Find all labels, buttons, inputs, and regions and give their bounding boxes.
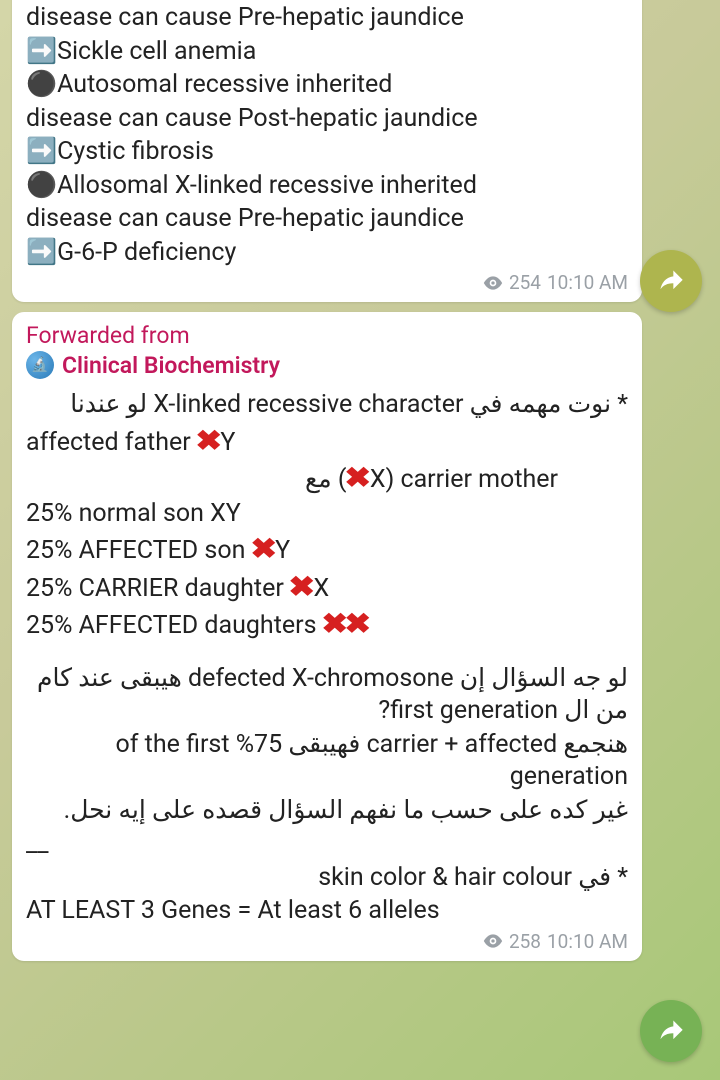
msg1-line-2: ➡️Sickle cell anemia	[26, 36, 628, 69]
message-bubble-2[interactable]: Forwarded from 🔬 Clinical Biochemistry *…	[12, 312, 642, 961]
msg1-time: 10:10 AM	[547, 271, 628, 294]
msg2-question-3: غير كده على حسب ما نفهم السؤال قصده على …	[26, 795, 628, 828]
msg1-views: 254	[509, 271, 541, 294]
message-bubble-1[interactable]: ⚫Autosomal recessive inherited disease c…	[12, 0, 642, 302]
msg2-normal-son: 25% normal son XY	[26, 498, 628, 531]
share-button[interactable]	[640, 250, 702, 312]
msg2-affected-daughters: 25% AFFECTED daughters ✖✖	[26, 606, 628, 643]
msg2-views: 258	[509, 930, 541, 953]
share-arrow-icon	[657, 1017, 685, 1045]
chat-container: ⚫Autosomal recessive inherited disease c…	[0, 0, 720, 961]
msg1-line-3a: ⚫Autosomal recessive inherited	[26, 69, 628, 102]
msg1-line-5a: ⚫Allosomal X-linked recessive inherited	[26, 170, 628, 203]
msg2-question-2: هنجمع carrier + affected فهيبقى 75% of t…	[26, 729, 628, 794]
msg2-affected-son: 25% AFFECTED son ✖Y	[26, 531, 628, 568]
msg2-time: 10:10 AM	[547, 930, 628, 953]
message-2-footer: 258 10:10 AM	[26, 930, 628, 953]
forwarded-source[interactable]: 🔬 Clinical Biochemistry	[26, 351, 628, 379]
msg2-note-heading: * نوت مهمه في X-linked recessive charact…	[26, 389, 628, 422]
x-mark-icon: ✖	[344, 606, 371, 642]
msg2-skin-hair: * في skin color & hair colour	[26, 862, 628, 895]
x-mark-icon: ✖	[288, 569, 315, 605]
message-2-text: * نوت مهمه في X-linked recessive charact…	[26, 389, 628, 928]
forwarded-label: Forwarded from	[26, 322, 628, 349]
msg2-carrier-mother: مع (✖X) carrier mother	[26, 460, 628, 497]
views-icon	[483, 934, 503, 948]
message-1-footer: 254 10:10 AM	[26, 271, 628, 294]
share-arrow-icon	[657, 267, 685, 295]
msg1-line-3b: disease can cause Post-hepatic jaundice	[26, 103, 628, 136]
message-1-text: ⚫Autosomal recessive inherited disease c…	[26, 0, 628, 269]
x-mark-icon: ✖	[195, 423, 222, 459]
source-name: Clinical Biochemistry	[62, 352, 280, 379]
msg1-line-1b: disease can cause Pre-hepatic jaundice	[26, 2, 628, 35]
msg2-affected-father: affected father ✖Y	[26, 423, 628, 460]
msg2-separator: __	[26, 828, 628, 861]
share-button[interactable]	[640, 1000, 702, 1062]
x-mark-icon: ✖	[345, 460, 372, 496]
msg1-line-5b: disease can cause Pre-hepatic jaundice	[26, 203, 628, 236]
msg1-line-4: ➡️Cystic fibrosis	[26, 136, 628, 169]
x-mark-icon: ✖	[250, 531, 277, 567]
source-avatar: 🔬	[26, 351, 54, 379]
msg2-question-1: لو جه السؤال إن defected X-chromosone هي…	[26, 663, 628, 728]
msg2-genes-alleles: AT LEAST 3 Genes = At least 6 alleles	[26, 895, 628, 928]
views-icon	[483, 276, 503, 290]
msg1-line-6: ➡️G-6-P deficiency	[26, 237, 628, 270]
msg2-carrier-daughter: 25% CARRIER daughter ✖X	[26, 569, 628, 606]
